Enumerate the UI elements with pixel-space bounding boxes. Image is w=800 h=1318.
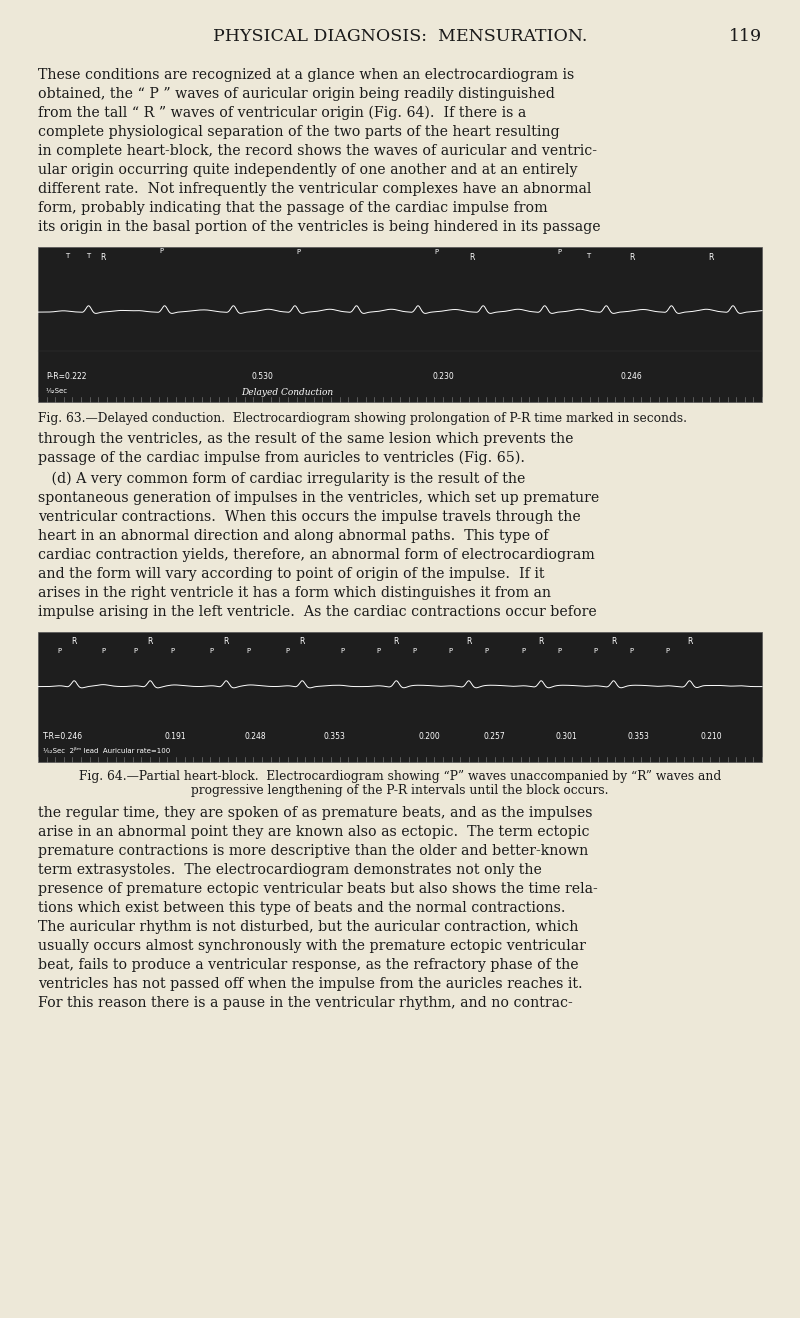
Text: and the form will vary according to point of origin of the impulse.  If it: and the form will vary according to poin… [38, 567, 545, 581]
Text: P: P [434, 249, 438, 254]
Text: the regular time, they are spoken of as premature beats, and as the impulses: the regular time, they are spoken of as … [38, 807, 593, 820]
Text: passage of the cardiac impulse from auricles to ventricles (Fig. 65).: passage of the cardiac impulse from auri… [38, 451, 525, 465]
Text: tions which exist between this type of beats and the normal contractions.: tions which exist between this type of b… [38, 902, 566, 915]
Bar [38, 246, 762, 402]
Text: P: P [413, 648, 417, 654]
Text: P: P [134, 648, 138, 654]
Text: impulse arising in the left ventricle.  As the cardiac contractions occur before: impulse arising in the left ventricle. A… [38, 605, 597, 619]
Text: P: P [210, 648, 214, 654]
Text: R: R [470, 253, 475, 262]
Text: usually occurs almost synchronously with the premature ectopic ventricular: usually occurs almost synchronously with… [38, 938, 586, 953]
Text: 0.230: 0.230 [433, 372, 454, 381]
Text: P-R=0.222: P-R=0.222 [46, 372, 86, 381]
Text: progressive lengthening of the P-R intervals until the block occurs.: progressive lengthening of the P-R inter… [191, 784, 609, 797]
Text: For this reason there is a pause in the ventricular rhythm, and no contrac-: For this reason there is a pause in the … [38, 996, 573, 1010]
Text: R: R [538, 637, 544, 646]
Text: spontaneous generation of impulses in the ventricles, which set up premature: spontaneous generation of impulses in th… [38, 492, 599, 505]
Text: its origin in the basal portion of the ventricles is being hindered in its passa: its origin in the basal portion of the v… [38, 220, 601, 235]
Text: cardiac contraction yields, therefore, an abnormal form of electrocardiogram: cardiac contraction yields, therefore, a… [38, 548, 594, 561]
Text: P: P [485, 648, 489, 654]
Text: P: P [449, 648, 453, 654]
Text: P: P [159, 248, 163, 254]
Text: premature contractions is more descriptive than the older and better-known: premature contractions is more descripti… [38, 844, 588, 858]
Text: T: T [586, 253, 590, 260]
Text: Fig. 64.—Partial heart-block.  Electrocardiogram showing “P” waves unaccompanied: Fig. 64.—Partial heart-block. Electrocar… [79, 770, 721, 783]
Text: (d) A very common form of cardiac irregularity is the result of the: (d) A very common form of cardiac irregu… [38, 472, 526, 486]
Text: in complete heart-block, the record shows the waves of auricular and ventric-: in complete heart-block, the record show… [38, 144, 597, 158]
Text: T: T [86, 253, 91, 260]
Text: P: P [630, 648, 634, 654]
Text: 0.353: 0.353 [324, 731, 346, 741]
Text: complete physiological separation of the two parts of the heart resulting: complete physiological separation of the… [38, 125, 560, 138]
Text: different rate.  Not infrequently the ventricular complexes have an abnormal: different rate. Not infrequently the ven… [38, 182, 591, 196]
Text: R: R [223, 637, 229, 646]
Text: R: R [611, 637, 616, 646]
Text: 0.191: 0.191 [165, 731, 186, 741]
Text: P: P [340, 648, 344, 654]
Bar [38, 633, 762, 762]
Text: presence of premature ectopic ventricular beats but also shows the time rela-: presence of premature ectopic ventricula… [38, 882, 598, 896]
Text: P: P [666, 648, 670, 654]
Text: P: P [376, 648, 380, 654]
Text: P: P [521, 648, 525, 654]
Text: ventricles has not passed off when the impulse from the auricles reaches it.: ventricles has not passed off when the i… [38, 977, 582, 991]
Text: R: R [101, 253, 106, 262]
Text: ular origin occurring quite independently of one another and at an entirely: ular origin occurring quite independentl… [38, 163, 578, 177]
Text: term extrasystoles.  The electrocardiogram demonstrates not only the: term extrasystoles. The electrocardiogra… [38, 863, 542, 876]
Text: 0.248: 0.248 [244, 731, 266, 741]
Text: beat, fails to produce a ventricular response, as the refractory phase of the: beat, fails to produce a ventricular res… [38, 958, 578, 971]
Text: R: R [299, 637, 305, 646]
Text: heart in an abnormal direction and along abnormal paths.  This type of: heart in an abnormal direction and along… [38, 529, 549, 543]
Text: T: T [65, 253, 69, 260]
Text: P: P [297, 249, 301, 254]
Text: R: R [147, 637, 153, 646]
Text: Fig. 63.—Delayed conduction.  Electrocardiogram showing prolongation of P-R time: Fig. 63.—Delayed conduction. Electrocard… [38, 413, 687, 424]
Text: from the tall “ R ” waves of ventricular origin (Fig. 64).  If there is a: from the tall “ R ” waves of ventricular… [38, 105, 526, 120]
Text: obtained, the “ P ” waves of auricular origin being readily distinguished: obtained, the “ P ” waves of auricular o… [38, 87, 555, 101]
Text: arises in the right ventricle it has a form which distinguishes it from an: arises in the right ventricle it has a f… [38, 587, 551, 600]
Text: P: P [286, 648, 290, 654]
Text: 0.257: 0.257 [483, 731, 505, 741]
Text: ⅕₂Sec: ⅕₂Sec [46, 387, 68, 394]
Text: R: R [629, 253, 634, 262]
Text: P: P [101, 648, 106, 654]
Text: 0.530: 0.530 [251, 372, 274, 381]
Text: R: R [466, 637, 471, 646]
Text: 119: 119 [729, 28, 762, 45]
Text: P: P [594, 648, 598, 654]
Text: P: P [558, 648, 562, 654]
Text: PHYSICAL DIAGNOSIS:  MENSURATION.: PHYSICAL DIAGNOSIS: MENSURATION. [213, 28, 587, 45]
Text: 0.200: 0.200 [418, 731, 440, 741]
Text: R: R [394, 637, 399, 646]
Text: P: P [58, 648, 62, 654]
Text: form, probably indicating that the passage of the cardiac impulse from: form, probably indicating that the passa… [38, 202, 548, 215]
Text: 0.301: 0.301 [556, 731, 578, 741]
Text: 0.353: 0.353 [628, 731, 650, 741]
Text: 0.246: 0.246 [621, 372, 642, 381]
Text: ⅕₂Sec  2ᵝᵐ lead  Auricular rate=100: ⅕₂Sec 2ᵝᵐ lead Auricular rate=100 [43, 749, 170, 754]
Text: T-R=0.246: T-R=0.246 [43, 731, 83, 741]
Text: These conditions are recognized at a glance when an electrocardiogram is: These conditions are recognized at a gla… [38, 69, 574, 82]
Text: ventricular contractions.  When this occurs the impulse travels through the: ventricular contractions. When this occu… [38, 510, 581, 525]
Text: R: R [709, 253, 714, 262]
Text: R: R [71, 637, 77, 646]
Text: R: R [687, 637, 692, 646]
Text: P: P [170, 648, 174, 654]
Text: 0.210: 0.210 [701, 731, 722, 741]
Text: Delayed Conduction: Delayed Conduction [241, 387, 333, 397]
Text: through the ventricles, as the result of the same lesion which prevents the: through the ventricles, as the result of… [38, 432, 574, 445]
Text: arise in an abnormal point they are known also as ectopic.  The term ectopic: arise in an abnormal point they are know… [38, 825, 590, 840]
Text: P: P [558, 249, 562, 254]
Text: The auricular rhythm is not disturbed, but the auricular contraction, which: The auricular rhythm is not disturbed, b… [38, 920, 578, 934]
Text: P: P [246, 648, 250, 654]
